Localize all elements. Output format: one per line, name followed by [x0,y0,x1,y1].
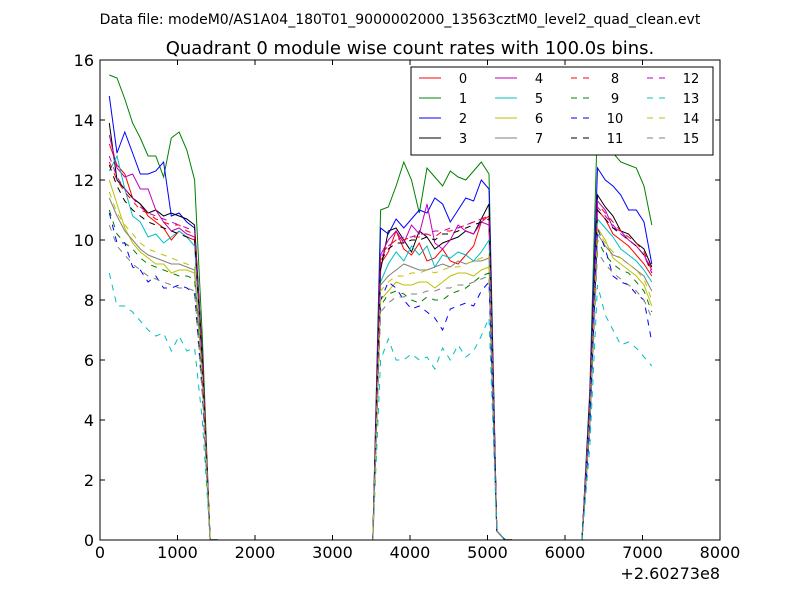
legend-label-2: 2 [459,112,467,127]
y-tick-label: 0 [84,531,94,550]
legend-label-6: 6 [535,112,543,127]
x-tick-label: 8000 [700,543,741,562]
legend-label-10: 10 [607,112,624,127]
y-tick-label: 12 [74,171,94,190]
legend-label-11: 11 [607,132,624,147]
legend-label-9: 9 [611,92,619,107]
legend-label-3: 3 [459,132,467,147]
legend-label-1: 1 [459,92,467,107]
legend-box [410,66,714,156]
series-line-14 [108,191,653,541]
series-line-4 [108,134,653,541]
y-tick-label: 4 [84,411,94,430]
y-tick-label: 14 [74,111,94,130]
x-tick-label: 7000 [622,543,663,562]
legend-label-5: 5 [535,92,543,107]
x-tick-label: 6000 [545,543,586,562]
series-line-12 [108,155,653,541]
y-tick-label: 8 [84,291,94,310]
legend-label-12: 12 [683,72,700,87]
y-tick-label: 16 [74,51,94,70]
x-tick-label: 0 [95,543,105,562]
series-line-0 [108,143,653,541]
legend-label-13: 13 [683,92,700,107]
legend-label-14: 14 [683,112,700,127]
x-tick-label: 5000 [467,543,508,562]
legend-label-0: 0 [459,72,467,87]
x-tick-label: 2000 [235,543,276,562]
x-offset-label: +2.60273e8 [620,564,720,583]
axis-ticks: 0 1000 2000 3000 4000 5000 6000 7000 80000246810… [74,51,741,562]
series-line-3 [108,122,653,541]
legend-label-4: 4 [535,72,543,87]
y-tick-label: 10 [74,231,94,250]
y-tick-label: 6 [84,351,94,370]
legend-label-8: 8 [611,72,619,87]
chart-title: Quadrant 0 module wise count rates with … [166,38,655,59]
legend-label-15: 15 [683,132,700,147]
x-tick-label: 3000 [312,543,353,562]
suptitle: Data file: modeM0/AS1A04_180T01_90000020… [100,12,701,28]
series-line-15 [108,224,653,541]
x-tick-label: 4000 [390,543,431,562]
y-tick-label: 2 [84,471,94,490]
x-tick-label: 1000 [157,543,198,562]
legend-label-7: 7 [535,132,543,147]
